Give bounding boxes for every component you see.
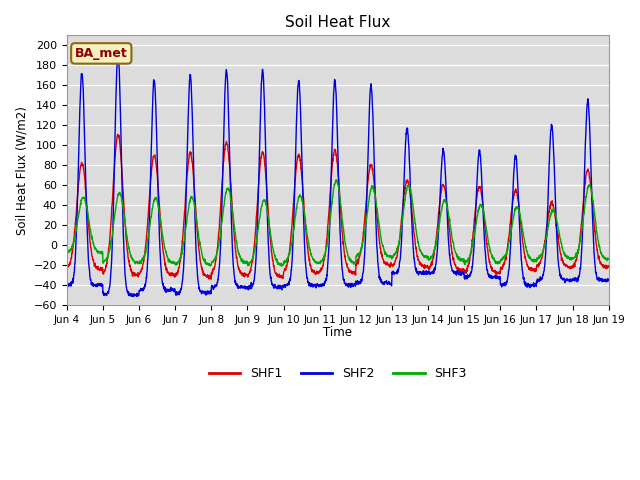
SHF2 (605, 277, 612, 283)
SHF1 (214, 235, 222, 240)
SHF2 (495, 274, 503, 280)
SHF1 (114, 132, 122, 137)
Line: SHF1: SHF1 (67, 134, 609, 279)
SHF2 (354, 278, 362, 284)
SHF1 (63, 264, 70, 270)
SHF2 (572, 276, 580, 282)
SHF2 (63, 283, 70, 289)
SHF2 (365, 104, 373, 109)
SHF1 (207, 276, 215, 282)
SHF2 (557, 276, 565, 281)
SHF3 (557, 240, 565, 246)
SHF1 (354, 260, 362, 265)
SHF3 (63, 250, 70, 255)
Y-axis label: Soil Heat Flux (W/m2): Soil Heat Flux (W/m2) (15, 106, 28, 235)
SHF3 (605, 256, 612, 262)
SHF3 (354, 252, 362, 257)
Line: SHF2: SHF2 (67, 52, 609, 297)
SHF3 (278, 264, 285, 269)
Line: SHF3: SHF3 (67, 180, 609, 266)
SHF2 (133, 294, 141, 300)
SHF1 (495, 271, 503, 277)
SHF3 (333, 177, 340, 182)
SHF2 (214, 274, 222, 280)
SHF1 (572, 256, 580, 262)
SHF3 (214, 246, 221, 252)
Legend: SHF1, SHF2, SHF3: SHF1, SHF2, SHF3 (204, 362, 472, 385)
SHF1 (605, 264, 612, 269)
Title: Soil Heat Flux: Soil Heat Flux (285, 15, 390, 30)
SHF2 (115, 49, 122, 55)
SHF3 (365, 193, 373, 199)
X-axis label: Time: Time (323, 326, 352, 339)
SHF3 (495, 260, 503, 266)
SHF3 (572, 250, 580, 256)
SHF1 (557, 253, 565, 259)
SHF1 (365, 168, 373, 173)
Text: BA_met: BA_met (75, 47, 127, 60)
